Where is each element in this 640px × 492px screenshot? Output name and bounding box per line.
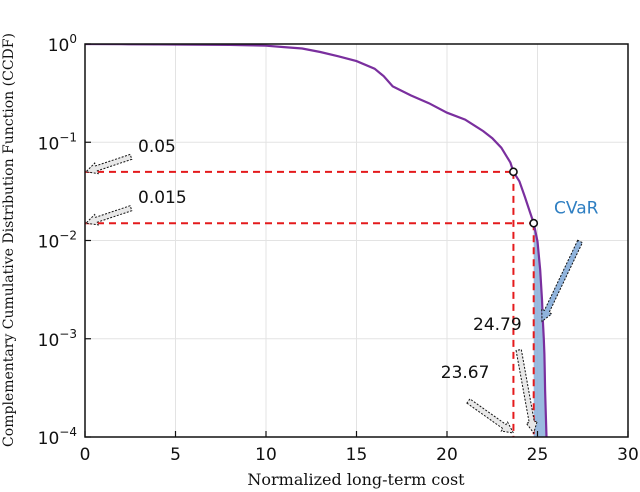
annotation-arrow <box>515 348 538 435</box>
cvar-shaded-area <box>533 223 547 437</box>
cvar-region <box>533 223 547 437</box>
y-axis-label: Complementary Cumulative Distribution Fu… <box>1 33 17 447</box>
annotation-arrow <box>466 398 515 434</box>
annotation-arrows <box>84 153 584 435</box>
curve-marker <box>509 167 518 177</box>
curve-marker <box>529 218 539 228</box>
x-tick-label: 25 <box>527 445 549 465</box>
y-tick-label: 10−3 <box>38 327 77 351</box>
annotation-label: 23.67 <box>441 363 490 383</box>
y-tick-label: 10−4 <box>38 425 77 449</box>
tick-layer: 0 5 10 15 20 25 30 100 10−1 10−2 10−3 10−4 <box>38 32 639 465</box>
y-tick-label: 100 <box>48 32 77 56</box>
annotation-labels: 0.05 0.015 24.79 23.67 CVaR <box>138 137 599 383</box>
annotation-arrow <box>541 239 584 323</box>
y-tick-label: 10−2 <box>38 229 77 253</box>
x-tick-label: 20 <box>436 445 458 465</box>
x-tick-label: 0 <box>80 445 91 465</box>
x-tick-label: 5 <box>170 445 181 465</box>
annotation-label: 24.79 <box>473 315 522 335</box>
x-tick-label: 10 <box>255 445 277 465</box>
x-tick-label: 30 <box>617 445 639 465</box>
grid <box>85 44 628 437</box>
cvar-label: CVaR <box>554 198 599 218</box>
annotation-arrow <box>84 205 133 226</box>
annotation-arrow <box>84 153 133 175</box>
guide-lines <box>85 170 535 437</box>
annotation-label: 0.015 <box>138 188 187 208</box>
annotation-label: 0.05 <box>138 137 176 157</box>
x-axis-label: Normalized long-term cost <box>247 470 465 489</box>
x-tick-label: 15 <box>346 445 368 465</box>
y-tick-label: 10−1 <box>38 130 77 154</box>
